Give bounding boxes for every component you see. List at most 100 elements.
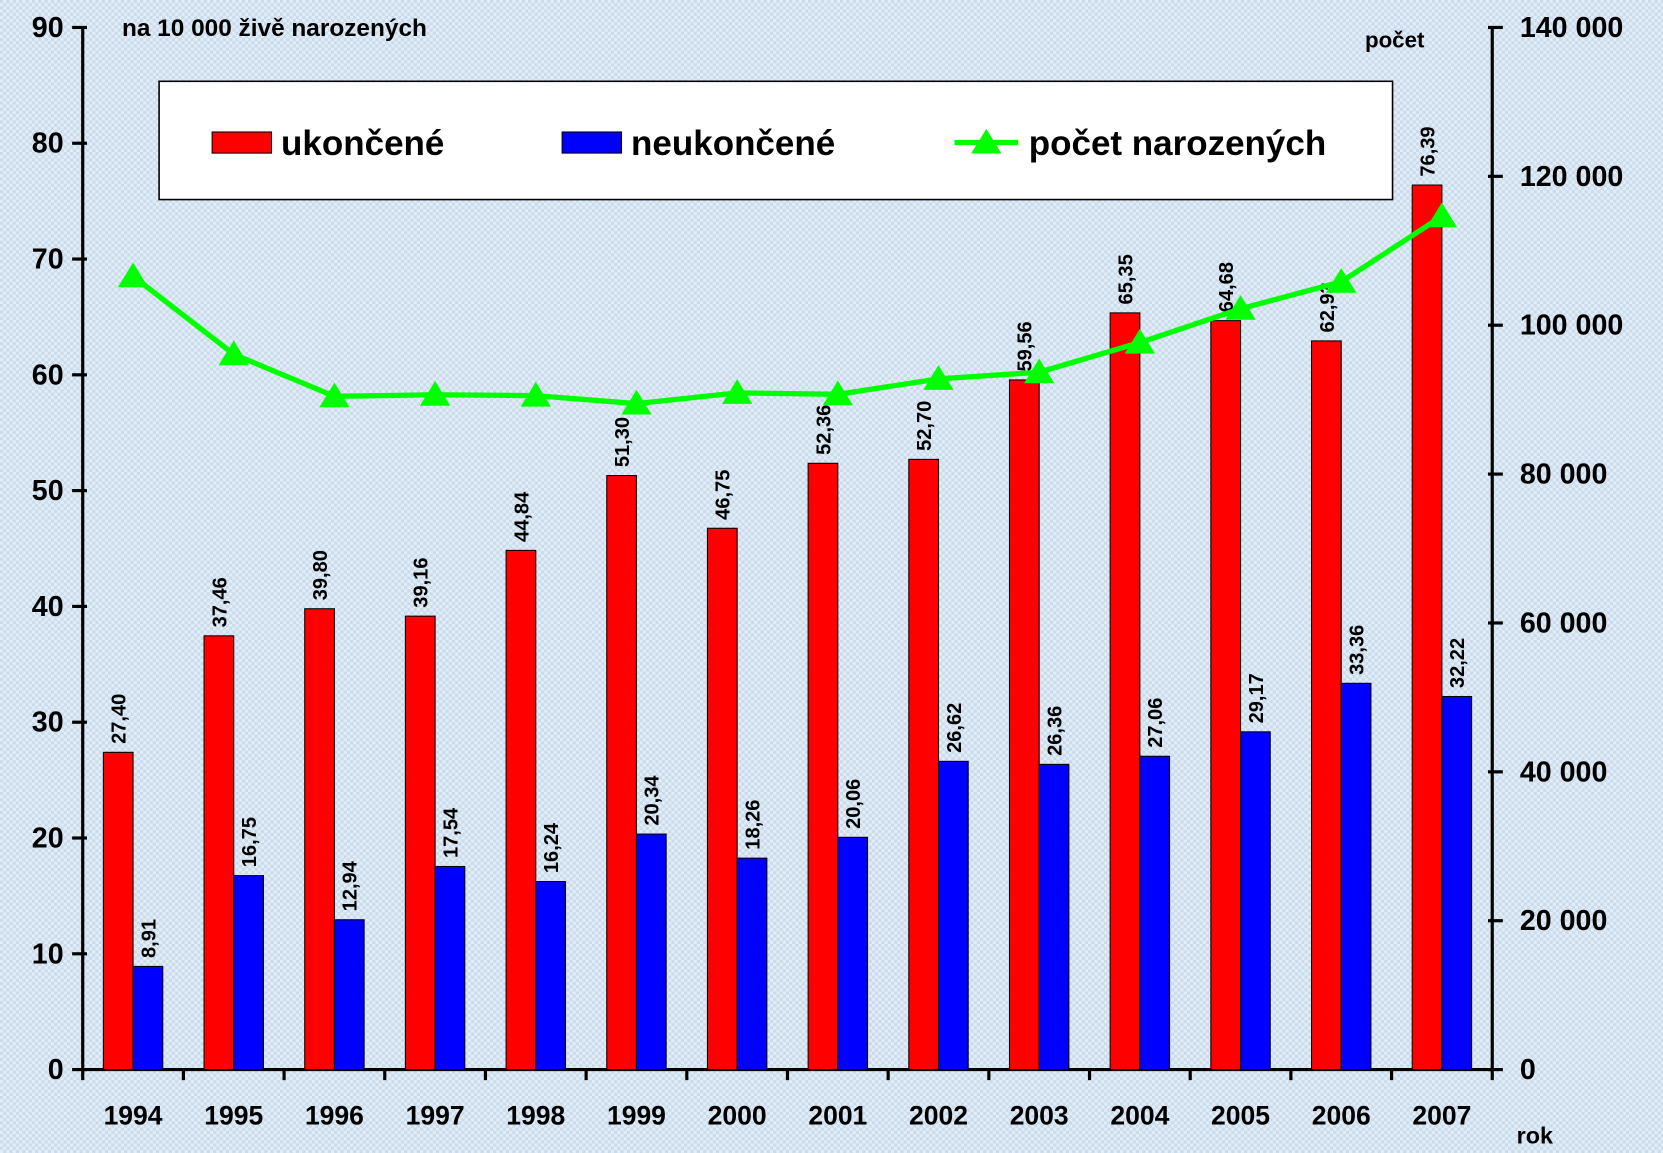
bar — [1310, 340, 1342, 1071]
bar — [132, 965, 164, 1071]
bar — [706, 527, 738, 1071]
data-label: 64,68 — [1216, 262, 1238, 312]
y-tick-label: 60 — [32, 359, 64, 391]
y2-tick-label: 80 000 — [1520, 459, 1608, 491]
bar — [404, 615, 436, 1071]
x-tick-label: 2000 — [708, 1101, 767, 1131]
data-label: 16,75 — [239, 817, 261, 867]
data-label: 39,80 — [310, 550, 332, 600]
data-label: 51,30 — [612, 417, 634, 467]
y-tick-label: 0 — [48, 1054, 64, 1086]
data-label: 16,24 — [541, 822, 563, 873]
bar — [937, 760, 969, 1071]
line-marker — [721, 379, 753, 404]
data-label: 46,75 — [713, 470, 735, 520]
line-marker — [1225, 295, 1256, 320]
data-label: 26,36 — [1044, 706, 1066, 756]
data-label: 32,22 — [1447, 638, 1469, 688]
x-tick-label: 2003 — [1010, 1101, 1069, 1131]
y-tick-label: 90 — [32, 12, 64, 44]
data-label: 17,54 — [440, 807, 462, 858]
data-label: 52,70 — [914, 401, 936, 451]
bar — [1441, 695, 1473, 1071]
line-marker — [419, 381, 451, 406]
bar — [535, 881, 567, 1071]
bar — [1210, 320, 1242, 1071]
data-label: 39,16 — [411, 558, 433, 608]
x-tick-label: 2007 — [1412, 1101, 1471, 1131]
line-marker — [1124, 328, 1156, 354]
x-tick-label: 2002 — [909, 1101, 968, 1131]
x-axis-label: rok — [1517, 1123, 1553, 1149]
bar — [304, 608, 335, 1071]
y-tick-label: 20 — [32, 823, 64, 855]
x-tick-label: 1997 — [406, 1101, 465, 1131]
bar — [333, 919, 365, 1071]
data-label: 20,06 — [843, 779, 865, 829]
bar — [233, 875, 264, 1071]
data-label: 26,62 — [944, 703, 966, 753]
data-label: 33,36 — [1346, 625, 1368, 675]
bar — [434, 865, 466, 1071]
bar — [837, 836, 869, 1071]
y-tick-label: 10 — [32, 938, 64, 970]
legend-label: neukončené — [631, 124, 835, 163]
legend-swatch — [211, 131, 273, 154]
y-tick-label: 40 — [32, 591, 64, 623]
y-tick-label: 50 — [32, 475, 64, 507]
y-tick-label: 70 — [32, 244, 64, 276]
bar — [1411, 184, 1443, 1071]
line-marker — [218, 340, 249, 366]
legend-box — [158, 80, 1394, 201]
legend-label: počet narozených — [1029, 124, 1326, 163]
x-tick-label: 2006 — [1312, 1101, 1371, 1131]
bar — [807, 462, 839, 1071]
line-marker — [1326, 268, 1357, 293]
bar — [606, 475, 637, 1071]
data-label: 65,35 — [1115, 254, 1137, 304]
bar — [1008, 379, 1040, 1071]
bar — [1340, 682, 1372, 1071]
data-label: 52,36 — [813, 405, 835, 455]
bar — [505, 549, 537, 1071]
y2-tick-label: 100 000 — [1520, 310, 1623, 342]
y2-tick-label: 40 000 — [1520, 756, 1608, 788]
bar — [1109, 312, 1141, 1071]
y2-tick-label: 0 — [1520, 1054, 1536, 1086]
bar — [635, 833, 667, 1071]
data-label: 18,26 — [742, 800, 764, 850]
x-tick-label: 1995 — [204, 1101, 263, 1131]
data-label: 12,94 — [340, 860, 362, 911]
line-marker — [621, 389, 652, 415]
x-tick-label: 1998 — [506, 1101, 565, 1131]
y2-tick-label: 60 000 — [1520, 608, 1608, 640]
legend-label: ukončené — [281, 124, 444, 163]
bar — [1139, 755, 1171, 1071]
line-marker — [822, 380, 853, 406]
line-marker — [117, 262, 149, 288]
bar — [1240, 731, 1271, 1071]
data-label: 29,17 — [1246, 673, 1268, 723]
line-marker — [1426, 202, 1458, 228]
legend-swatch — [561, 131, 623, 154]
line-marker — [319, 382, 350, 408]
x-tick-label: 1999 — [607, 1101, 666, 1131]
data-label: 27,06 — [1145, 698, 1167, 748]
x-tick-label: 2004 — [1110, 1101, 1169, 1131]
y-tick-label: 80 — [32, 128, 64, 160]
line-marker — [1024, 358, 1055, 384]
data-label: 27,40 — [109, 694, 131, 744]
data-label: 8,91 — [138, 919, 160, 958]
data-label: 76,39 — [1417, 126, 1439, 176]
line-marker — [923, 365, 954, 390]
y2-tick-label: 20 000 — [1520, 905, 1608, 937]
y2-axis-label: počet — [1365, 28, 1425, 53]
bar — [1038, 763, 1070, 1071]
y2-tick-label: 120 000 — [1520, 161, 1623, 193]
bar — [102, 751, 134, 1071]
data-label: 44,84 — [511, 491, 533, 542]
x-tick-label: 2005 — [1211, 1101, 1270, 1131]
x-tick-label: 1994 — [104, 1101, 163, 1131]
x-tick-label: 2001 — [808, 1101, 867, 1131]
